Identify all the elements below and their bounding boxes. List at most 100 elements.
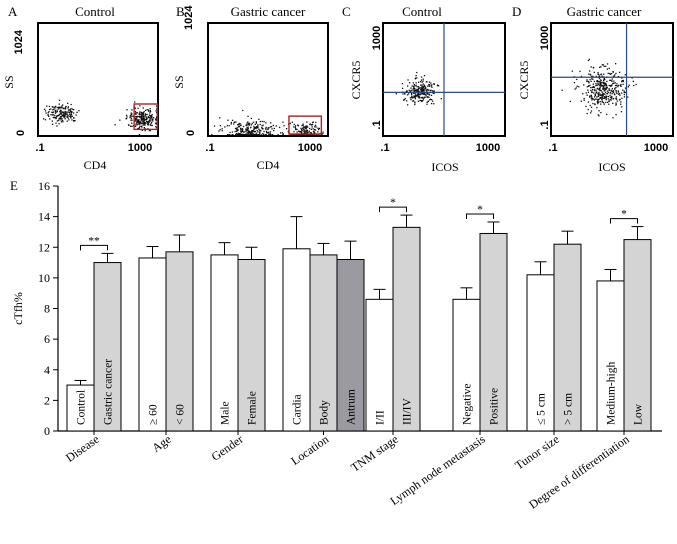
event-dot — [429, 98, 432, 100]
event-dot — [258, 134, 260, 136]
event-dot — [608, 89, 610, 91]
event-dot — [306, 131, 308, 133]
event-dot — [269, 134, 271, 136]
event-dot — [308, 131, 310, 133]
event-dot — [252, 134, 254, 136]
event-dot — [141, 119, 143, 121]
event-dot — [593, 86, 595, 88]
event-dot — [64, 106, 66, 109]
event-dot — [138, 121, 140, 123]
event-dot — [130, 116, 132, 118]
event-dot — [144, 116, 146, 118]
event-dot — [421, 81, 423, 83]
event-dot — [408, 89, 410, 91]
event-dot — [131, 125, 133, 127]
event-dot — [63, 116, 66, 118]
event-dot — [597, 114, 599, 116]
event-dot — [304, 132, 306, 134]
event-dot — [240, 128, 242, 131]
event-dot — [134, 107, 136, 110]
event-dot — [600, 79, 602, 81]
event-dot — [431, 90, 434, 92]
event-dot — [262, 128, 264, 130]
bar-label: Control — [76, 390, 88, 425]
panel-a-xtick-right: 1000 — [128, 142, 152, 154]
event-dot — [138, 116, 140, 118]
event-dot — [148, 114, 150, 116]
event-dot — [260, 130, 262, 132]
event-dot — [586, 112, 588, 115]
event-dot — [595, 84, 597, 86]
significance-marker: * — [477, 204, 483, 216]
event-dot — [413, 84, 415, 86]
event-dot — [265, 134, 267, 136]
event-dot — [635, 83, 637, 86]
event-dot — [599, 89, 601, 91]
event-dot — [430, 82, 432, 84]
event-dot — [593, 71, 595, 73]
event-dot — [64, 113, 67, 115]
event-dot — [144, 130, 146, 132]
event-dot — [582, 93, 584, 95]
event-dot — [131, 109, 133, 111]
event-dot — [427, 85, 429, 87]
event-dot — [426, 93, 428, 95]
event-dot — [302, 124, 304, 126]
event-dot — [427, 89, 429, 91]
event-dot — [623, 91, 625, 94]
event-dot — [609, 85, 611, 87]
event-dot — [423, 85, 425, 88]
event-dot — [48, 105, 51, 108]
event-dot — [574, 88, 576, 90]
event-dot — [67, 109, 70, 111]
event-dot — [589, 78, 591, 81]
event-dot — [590, 66, 592, 68]
event-dot — [248, 122, 250, 124]
event-dot — [591, 88, 594, 91]
event-dot — [607, 98, 609, 100]
event-dot — [410, 99, 412, 101]
event-dot — [140, 117, 142, 119]
event-dot — [286, 128, 288, 130]
event-dot — [421, 90, 423, 92]
event-dot — [414, 98, 416, 100]
x-tick-label: Gender — [209, 432, 246, 464]
event-dot — [599, 93, 601, 95]
event-dot — [587, 101, 589, 103]
event-dot — [146, 113, 148, 116]
event-dot — [153, 117, 155, 119]
event-dot — [266, 131, 268, 134]
event-dot — [611, 96, 613, 98]
event-dot — [265, 130, 268, 132]
event-dot — [56, 109, 58, 111]
event-dot — [420, 88, 422, 91]
event-dot — [615, 103, 617, 105]
event-dot — [301, 127, 304, 129]
event-dot — [600, 90, 602, 92]
event-dot — [601, 75, 603, 77]
event-dot — [142, 118, 144, 121]
event-dot — [569, 100, 571, 103]
event-dot — [249, 131, 251, 133]
event-dot — [151, 115, 153, 118]
event-dot — [58, 108, 60, 110]
bar-label: Low — [633, 403, 645, 425]
event-dot — [408, 82, 411, 84]
event-dot — [237, 129, 239, 131]
x-tick-label: Location — [288, 432, 331, 468]
event-dot — [61, 118, 63, 120]
event-dot — [599, 84, 601, 87]
event-dot — [140, 118, 142, 120]
event-dot — [587, 91, 590, 93]
event-dot — [606, 93, 608, 95]
event-dot — [61, 111, 63, 113]
event-dot — [594, 98, 597, 100]
panel-b-ytick-top: 1024 — [183, 5, 195, 30]
y-tick-label: 4 — [44, 363, 50, 377]
event-dot — [245, 128, 247, 130]
event-dot — [575, 87, 577, 89]
event-dot — [604, 93, 606, 95]
event-dot — [253, 125, 255, 128]
event-dot — [155, 110, 157, 112]
event-dot — [620, 84, 622, 86]
